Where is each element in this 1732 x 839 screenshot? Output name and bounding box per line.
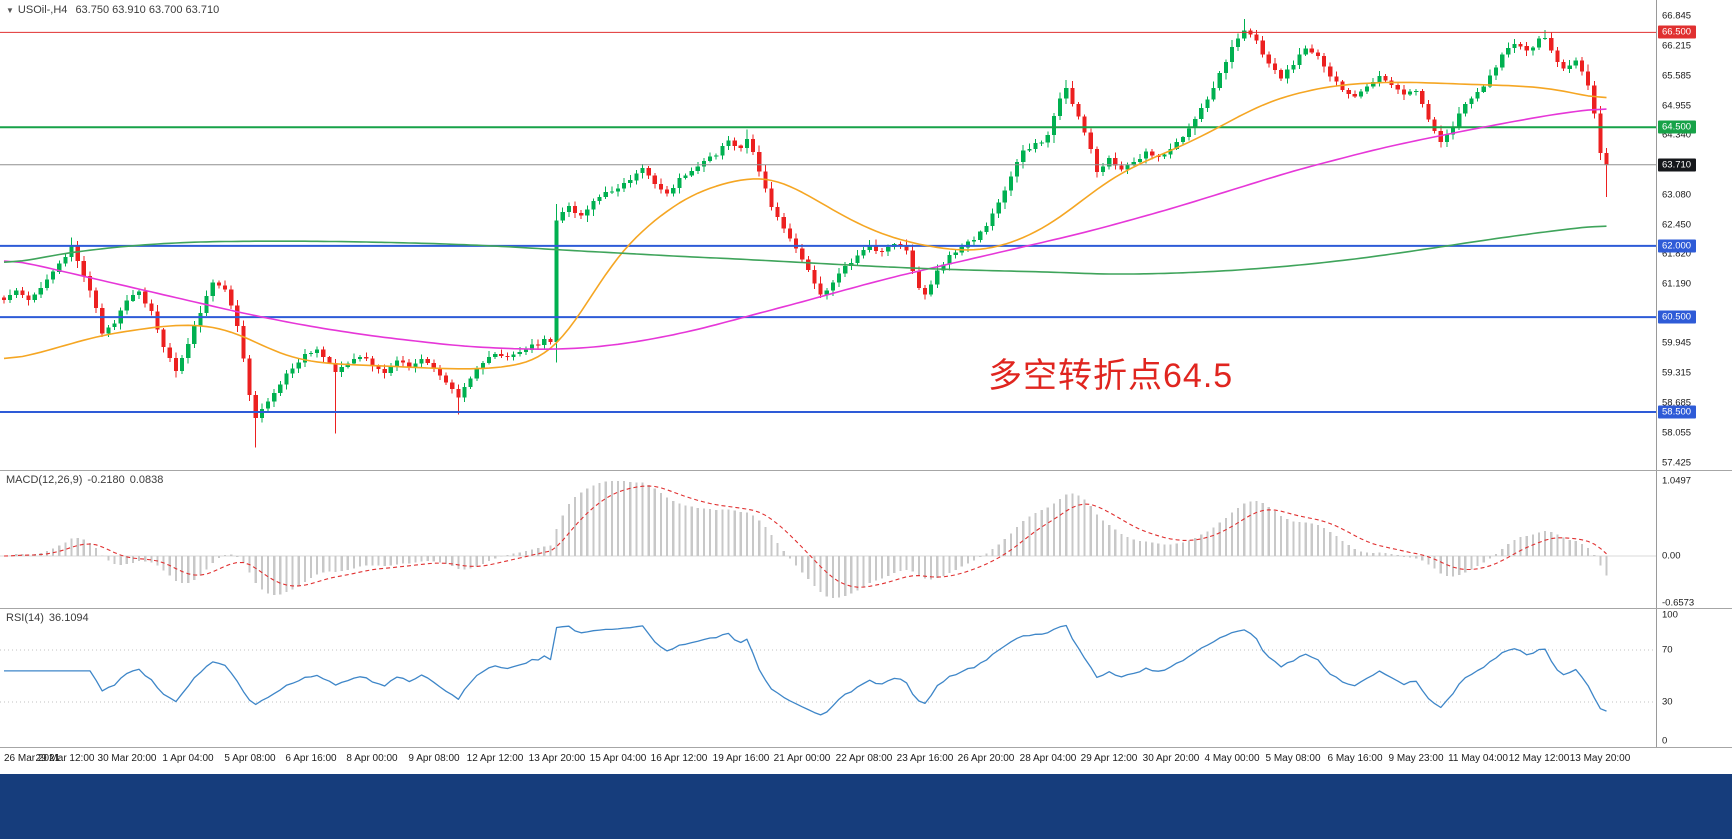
x-axis-label: 30 Apr 20:00 [1142,753,1200,764]
time-axis[interactable]: 26 Mar 2021 29 Mar 12:00 30 Mar 20:00 1 Apr… [0,748,1732,774]
y-axis-tick: 58.685 [1662,397,1692,409]
rsi-chart-canvas[interactable] [0,608,1656,747]
y-axis-tick: 1.0497 [1662,475,1692,487]
y-axis-tick: 62.450 [1662,219,1692,230]
y-axis-tick: 100 [1662,609,1678,621]
x-axis-label: 13 May 20:00 [1569,753,1631,764]
y-axis-tick: 59.315 [1662,367,1692,379]
x-axis-label: 19 Apr 16:00 [712,753,770,764]
x-axis-label: 15 Apr 04:00 [589,753,647,764]
x-axis-label: 9 Apr 08:00 [408,753,460,764]
macd-signal-line [3,485,1607,588]
x-axis-label: 1 Apr 04:00 [162,753,214,764]
annotation-text: 多空转折点64.5 [988,357,1234,395]
macd-chart-canvas[interactable] [0,470,1656,608]
price-axis-border [1656,0,1657,747]
ma-mid-magenta [3,108,1607,350]
macd-indicator-header: MACD(12,26,9) -0.2180 0.0838 [6,474,168,486]
rsi-value: 36.1094 [48,612,89,624]
ma-slow-green [3,225,1607,275]
y-axis-tick: 64.955 [1662,100,1692,112]
rsi-line [4,624,1607,716]
x-axis-label: 30 Mar 20:00 [97,753,157,764]
price-level-badge: 58.500 [1658,405,1697,419]
macd-label: MACD(12,26,9) [6,474,83,486]
candles-group [1,19,1609,448]
bottom-bar [0,774,1732,839]
panel-divider-macd[interactable] [0,470,1732,471]
y-axis-tick: 64.340 [1662,129,1692,141]
y-axis-tick: 58.055 [1662,427,1692,439]
price-level-badge: 64.500 [1658,120,1697,134]
x-axis-label: 6 Apr 16:00 [285,753,337,764]
macd-signal-value: 0.0838 [129,474,164,486]
x-axis-label: 26 Mar 2021 [4,753,61,764]
x-axis-label: 28 Apr 04:00 [1019,753,1077,764]
y-axis-tick: 30 [1662,696,1673,708]
x-axis-label: 4 May 00:00 [1204,753,1260,764]
x-axis-label: 26 Apr 20:00 [957,753,1015,764]
panel-divider-time [0,747,1732,748]
price-level-badge: 63.710 [1658,158,1697,172]
y-axis-tick: 57.425 [1662,457,1692,469]
y-axis-tick: 0.00 [1662,550,1681,562]
horizontal-levels-group [0,31,1656,413]
x-axis-label: 6 May 16:00 [1327,753,1383,764]
rsi-indicator-header: RSI(14) 36.1094 [6,612,94,624]
y-axis-tick: 70 [1662,644,1673,656]
macd-main-value: -0.2180 [87,474,125,486]
y-axis-tick: -0.6573 [1662,597,1695,609]
price-level-badge: 62.000 [1658,239,1697,253]
chart-header: ▼ USOil-,H4 63.750 63.910 63.700 63.710 [6,4,219,16]
panel-divider-rsi[interactable] [0,608,1732,609]
price-level-badge: 60.500 [1658,310,1697,324]
x-axis-label: 12 May 12:00 [1508,753,1570,764]
x-axis-label: 5 Apr 08:00 [224,753,276,764]
y-axis-tick: 61.190 [1662,278,1692,290]
y-axis-tick: 66.845 [1662,10,1692,22]
chart-expander-icon[interactable]: ▼ [6,6,14,15]
y-axis-tick: 61.820 [1662,248,1692,260]
x-axis-label: 9 May 23:00 [1388,753,1444,764]
symbol-period-label: USOil-,H4 [17,4,68,16]
y-axis-tick: 66.215 [1662,40,1692,52]
x-axis-label: 8 Apr 00:00 [346,753,398,764]
price-level-badge: 66.500 [1658,25,1697,39]
x-axis-label: 23 Apr 16:00 [896,753,954,764]
x-axis-label: 13 Apr 20:00 [528,753,586,764]
macd-histogram [9,480,1608,598]
x-axis-label: 11 May 04:00 [1448,753,1508,764]
y-axis-tick: 0 [1662,735,1668,747]
x-axis-label: 29 Apr 12:00 [1080,753,1138,764]
price-axis[interactable]: 66.845 66.215 65.585 64.955 64.340 63.080 62.4… [1657,0,1732,747]
x-axis-label: 12 Apr 12:00 [466,753,524,764]
x-axis-label: 22 Apr 08:00 [835,753,893,764]
ohlc-values: 63.750 63.910 63.700 63.710 [75,4,220,16]
x-axis-label: 29 Mar 12:00 [35,753,95,764]
y-axis-tick: 59.945 [1662,337,1692,349]
y-axis-tick: 63.080 [1662,189,1692,201]
x-axis-label: 21 Apr 00:00 [773,753,831,764]
y-axis-tick: 65.585 [1662,70,1692,82]
price-chart-canvas[interactable] [0,0,1656,470]
ma-fast-orange [3,81,1607,370]
x-axis-label: 5 May 08:00 [1265,753,1321,764]
x-axis-label: 16 Apr 12:00 [650,753,708,764]
rsi-label: RSI(14) [6,612,44,624]
